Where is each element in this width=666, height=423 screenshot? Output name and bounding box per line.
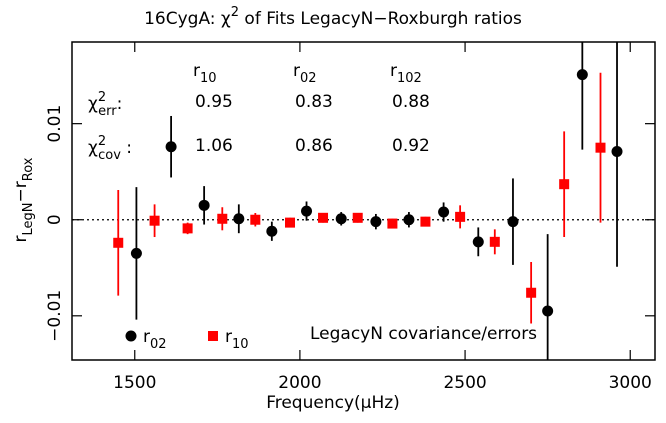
point [335,213,347,225]
table-row-label: χ2 cov : [88,134,132,163]
point [472,236,484,248]
chart-title-part: 16CygA: χ [144,9,231,29]
point [318,212,329,223]
point [352,212,363,223]
legend-label-part: 02 [150,337,167,352]
y-axis-label: rLegN−rRox [11,157,36,242]
point [285,217,296,228]
point [149,215,160,226]
legend-label-part: 10 [232,337,249,352]
x-tick-label: 1500 [113,373,156,393]
point [489,236,500,247]
point [559,179,570,190]
point [420,216,431,227]
point [526,287,537,298]
y-axis-label-part: LegN [21,202,36,235]
point [165,141,177,153]
table-row-label-part: : [121,138,132,158]
table-cell: 1.06 [195,136,233,156]
table-row-label-part: cov [98,148,121,163]
legend-label: r02 [143,327,167,352]
chart-title-part: 2 [231,5,239,20]
point [130,247,142,259]
chart-title-part: of Fits LegacyN−Roxburgh ratios [239,9,522,29]
chart-title: 16CygA: χ2 of Fits LegacyN−Roxburgh rati… [144,5,522,29]
table-header-part: r [293,61,300,81]
table-row-label-part: 2 [98,134,106,149]
point [576,69,588,81]
table-row-label: χ2 err: [88,90,122,119]
legend-marker [125,330,137,342]
table-cell: 0.86 [295,136,333,156]
point [233,213,245,225]
table-row-label-part: : [117,94,123,114]
point [403,214,415,226]
point [507,216,519,228]
table-header-part: 02 [300,71,317,86]
y-axis-label-part: r [11,235,31,242]
table-cell: 0.92 [392,136,430,156]
table-header-part: 102 [397,71,422,86]
y-tick-label: 0.01 [45,105,65,143]
x-tick-label: 2500 [443,373,486,393]
legend-label: r10 [225,327,249,352]
table-cell: 0.83 [295,92,333,112]
x-tick-label: 3000 [609,373,652,393]
x-tick-label: 2000 [278,373,321,393]
table-header-part: 10 [200,71,217,86]
legend-label-part: r [143,327,150,347]
table-header: r102 [390,61,422,86]
table-header-part: r [193,61,200,81]
point [113,237,124,248]
point [611,146,623,158]
point [198,199,210,211]
plot-area [113,42,623,360]
point [542,305,554,317]
point [595,142,606,153]
table-header-part: r [390,61,397,81]
point [182,223,193,234]
table-row-label-part: χ [88,138,98,158]
point [455,211,466,222]
plot-frame [71,41,656,361]
annotation: LegacyN covariance/errors [310,324,537,344]
y-tick-label: −0.01 [45,290,65,342]
point [301,205,313,217]
y-axis-label-part: −r [11,181,31,202]
x-axis-label: Frequency(μHz) [266,393,400,413]
table-row-label-part: 2 [98,90,106,105]
point [250,214,261,225]
table-cell: 0.95 [195,92,233,112]
table-header: r10 [193,61,217,86]
legend-marker [208,331,218,341]
table-row-label-part: χ [88,94,98,114]
point [370,216,382,228]
table-cell: 0.88 [392,92,430,112]
point [387,218,398,229]
y-tick-label: 0 [45,214,65,225]
legend-label-part: r [225,327,232,347]
point [266,225,278,237]
point [217,213,228,224]
table-header: r02 [293,61,317,86]
table-row-label-part: err [98,104,117,119]
y-axis-label-part: Rox [21,157,36,181]
point [438,206,450,218]
